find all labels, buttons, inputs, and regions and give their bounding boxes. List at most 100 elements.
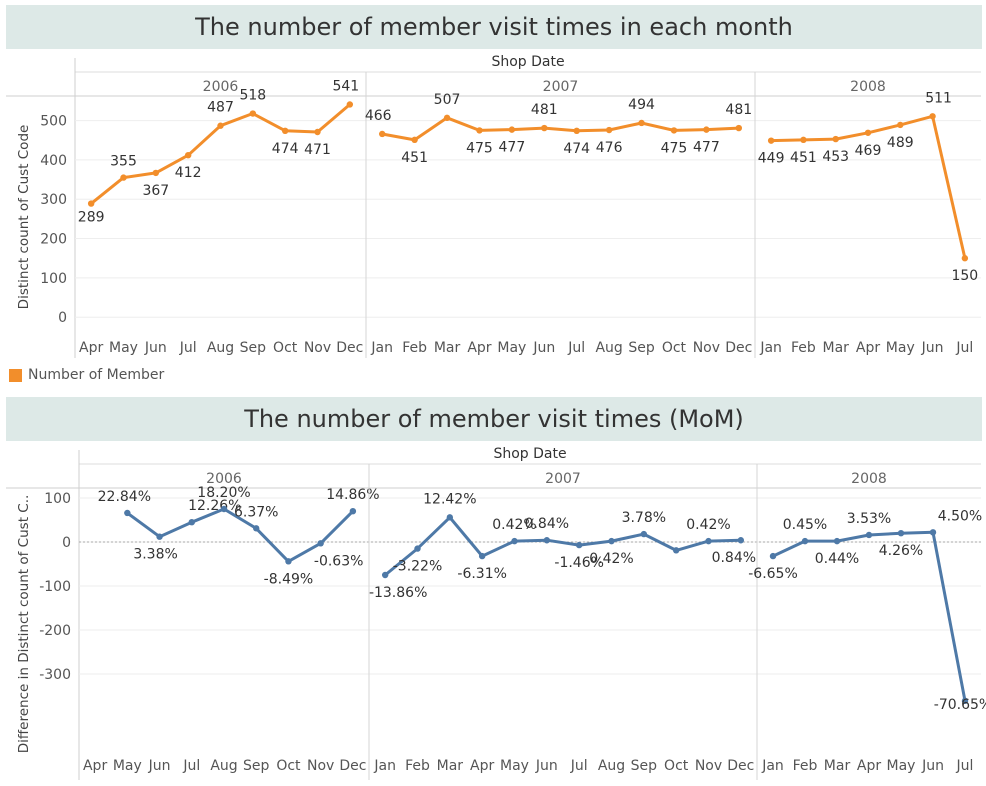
data-point — [767, 137, 775, 144]
data-point — [833, 537, 841, 545]
x-tick-label: Jun — [148, 758, 171, 774]
data-point — [705, 537, 712, 545]
x-tick-label: Mar — [434, 340, 461, 356]
data-point — [443, 114, 451, 122]
y-tick-label: 100 — [44, 491, 71, 507]
data-point — [476, 127, 483, 134]
x-tick-label: Oct — [664, 758, 689, 774]
data-label: 477 — [693, 140, 720, 156]
x-tick-label: Dec — [336, 340, 363, 356]
data-point — [608, 537, 615, 545]
data-label: 367 — [142, 183, 169, 199]
data-label: 18.20% — [197, 485, 250, 501]
x-tick-label: Jan — [759, 340, 782, 356]
data-label: 449 — [758, 151, 785, 167]
data-label: 474 — [272, 141, 299, 157]
data-label: 466 — [365, 108, 392, 124]
data-point — [961, 697, 969, 705]
data-point — [541, 124, 548, 132]
data-point — [188, 519, 195, 526]
data-point — [381, 571, 389, 579]
data-point — [573, 127, 580, 135]
x-tick-label: May — [887, 758, 916, 774]
data-label: 494 — [628, 97, 655, 113]
data-point — [156, 533, 163, 540]
data-point — [735, 124, 742, 132]
data-label: -0.63% — [314, 553, 364, 569]
chart2-title: The number of member visit times (MoM) — [244, 405, 744, 433]
x-tick-label: May — [113, 758, 142, 774]
data-label: 541 — [332, 78, 359, 94]
data-point — [349, 508, 357, 515]
data-point — [897, 121, 904, 129]
data-point — [508, 126, 516, 133]
data-point — [478, 552, 486, 560]
data-point — [897, 530, 905, 537]
series-line-2008 — [772, 530, 967, 702]
data-label: 0.45% — [783, 517, 827, 533]
x-tick-label: Jul — [179, 340, 197, 356]
data-label: 3.38% — [133, 547, 177, 563]
data-point — [87, 200, 95, 207]
x-tick-label: Mar — [437, 758, 464, 774]
data-point — [737, 537, 745, 544]
year-label-2008: 2008 — [851, 471, 887, 487]
data-label: 481 — [725, 102, 752, 118]
data-label: 3.78% — [622, 510, 666, 526]
data-point — [864, 129, 872, 136]
data-label: 12.42% — [423, 491, 476, 507]
x-tick-label: Apr — [467, 340, 491, 356]
y-tick-label: 0 — [58, 310, 67, 326]
data-point — [446, 514, 454, 521]
y-tick-label: 500 — [40, 114, 67, 130]
x-tick-label: May — [886, 340, 915, 356]
chart2-plot: Shop Date 100 0 -100 -200 -300 Difference in D… — [6, 446, 986, 780]
series-line-2007 — [384, 515, 741, 577]
data-label: 0.84% — [712, 550, 756, 566]
data-point — [543, 537, 551, 544]
x-tick-label: Feb — [791, 340, 816, 356]
x-tick-label: May — [109, 340, 138, 356]
data-point — [253, 525, 260, 532]
x-tick-label: Dec — [339, 758, 366, 774]
data-point — [314, 128, 321, 136]
data-label: -6.31% — [457, 566, 507, 582]
data-label: 475 — [661, 140, 688, 156]
x-tick-label: Jan — [373, 758, 396, 774]
chart2-title-bar: The number of member visit times (MoM) — [6, 397, 982, 441]
x-tick-label: Feb — [405, 758, 430, 774]
x-tick-label: Mar — [824, 758, 851, 774]
data-point — [120, 174, 127, 181]
x-tick-label: May — [497, 340, 526, 356]
data-point — [703, 126, 710, 133]
data-point — [249, 110, 257, 117]
x-tick-label: Aug — [207, 340, 234, 356]
y-tick-label: -200 — [39, 623, 71, 639]
chart1-plot: Shop Date 0 100 200 300 400 500 Distinct count … — [6, 54, 981, 358]
data-label: 4.26% — [879, 543, 923, 559]
data-label: -6.65% — [748, 566, 798, 582]
year-label-2006: 2006 — [206, 471, 242, 487]
data-label: 451 — [790, 150, 817, 166]
data-point — [285, 558, 292, 565]
chart1-title: The number of member visit times in each… — [195, 13, 793, 41]
x-tick-label: May — [500, 758, 529, 774]
data-label: -13.86% — [369, 585, 427, 601]
data-label: 22.84% — [98, 489, 151, 505]
year-label-2007: 2007 — [545, 471, 581, 487]
data-point — [832, 135, 839, 143]
x-tick-label: Jun — [535, 758, 558, 774]
data-label: 0.44% — [815, 551, 859, 567]
data-point — [769, 552, 777, 560]
data-label: 481 — [531, 102, 558, 118]
x-tick-label: Apr — [470, 758, 494, 774]
data-point — [281, 127, 289, 135]
data-point — [605, 126, 613, 134]
data-point — [220, 505, 228, 513]
data-label: 475 — [466, 140, 493, 156]
data-label: 0.42% — [589, 551, 633, 567]
data-point — [865, 531, 873, 539]
data-label: 487 — [207, 100, 234, 116]
data-point — [801, 537, 809, 545]
x-tick-label: Nov — [304, 340, 331, 356]
